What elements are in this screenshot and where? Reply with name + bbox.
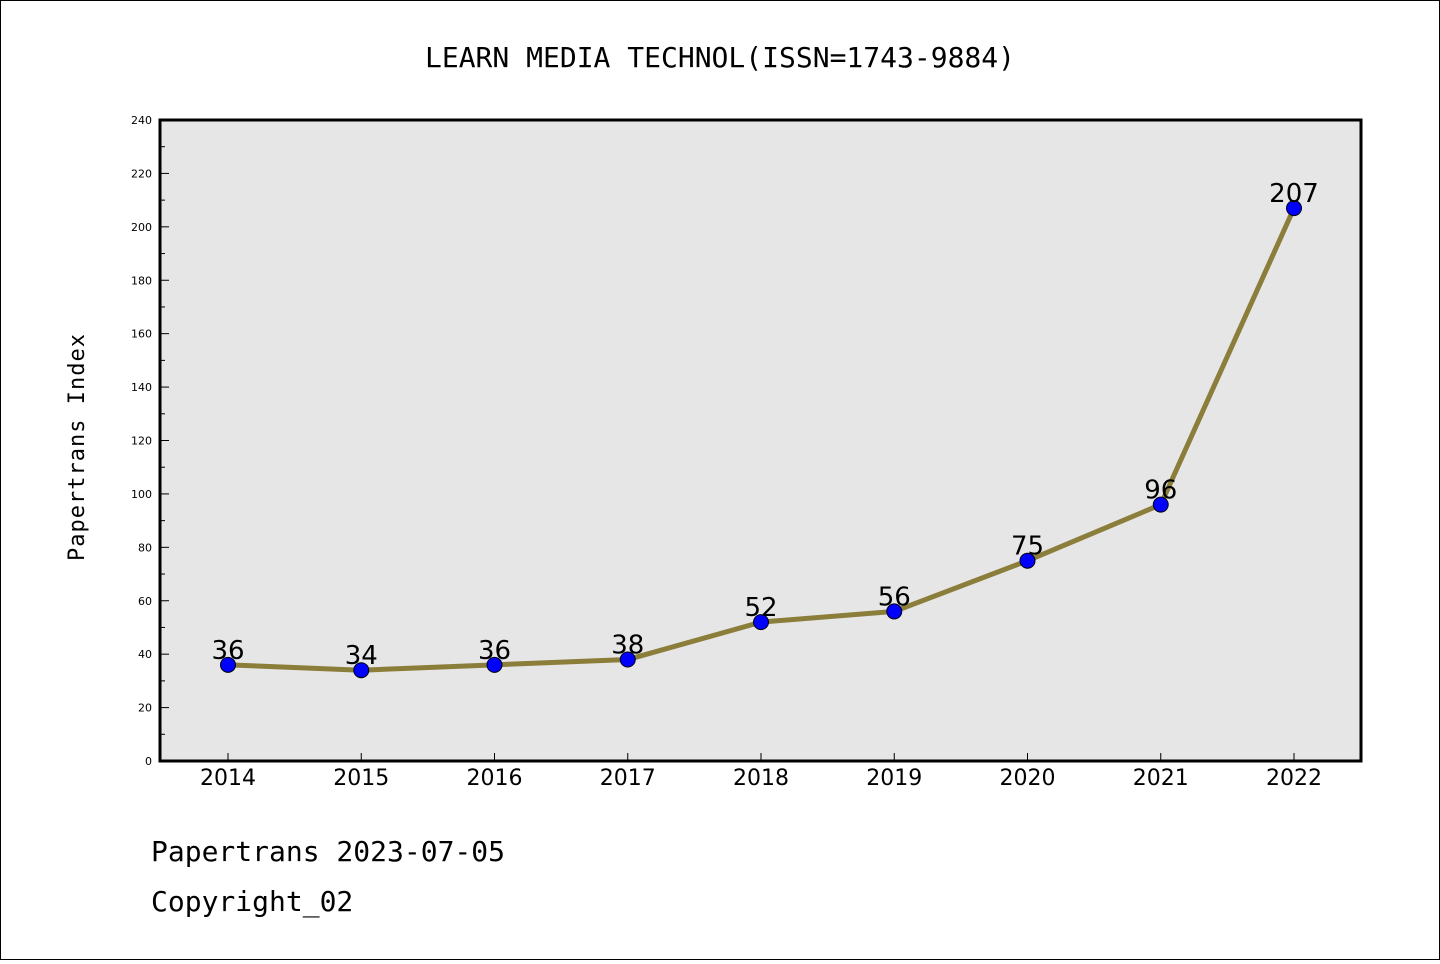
- y-tick-label: 20: [138, 702, 152, 715]
- y-tick-label: 80: [138, 541, 152, 554]
- x-tick-label: 2021: [1133, 766, 1189, 791]
- data-point: [486, 656, 503, 673]
- data-label: 34: [345, 641, 378, 671]
- x-tick-label: 2019: [866, 766, 922, 791]
- data-label: 207: [1269, 179, 1319, 209]
- data-label: 36: [478, 636, 511, 666]
- y-tick-label: 0: [145, 755, 152, 768]
- y-tick-label: 160: [131, 328, 152, 341]
- data-point: [1286, 200, 1302, 217]
- y-axis: 0 20 40 60 80 100 120 140 160 180 200 220 240: [131, 114, 169, 768]
- y-tick-label: 60: [138, 595, 152, 608]
- footer-copyright: Copyright_02: [151, 885, 354, 918]
- x-axis: 2014 2015 2016 2017 2018 2019 2020 2021 2022: [200, 753, 1322, 791]
- x-tick-label: 2020: [1000, 766, 1056, 791]
- y-tick-label: 240: [131, 114, 152, 127]
- y-tick-label: 220: [131, 167, 152, 180]
- data-point: [220, 656, 236, 673]
- y-tick-label: 140: [131, 381, 152, 394]
- data-label: 75: [1011, 532, 1044, 562]
- y-tick-label: 180: [131, 274, 152, 287]
- data-label: 96: [1144, 476, 1177, 506]
- y-tick-label: 120: [131, 435, 152, 448]
- x-tick-label: 2014: [200, 766, 256, 791]
- data-point: [619, 651, 636, 668]
- x-tick-label: 2022: [1266, 766, 1322, 791]
- series-group: [220, 200, 1302, 679]
- chart-title: LEARN MEDIA TECHNOL(ISSN=1743-9884): [425, 41, 1015, 74]
- x-tick-label: 2018: [733, 766, 789, 791]
- footer-date: Papertrans 2023-07-05: [151, 835, 506, 868]
- x-tick-label: 2016: [467, 766, 523, 791]
- data-label: 52: [744, 593, 777, 623]
- data-label: 56: [878, 582, 911, 612]
- x-tick-label: 2015: [333, 766, 389, 791]
- plot-area: [158, 118, 1363, 763]
- data-point: [753, 614, 769, 631]
- data-label: 36: [211, 636, 244, 666]
- y-axis-label: Papertrans Index: [65, 333, 90, 561]
- data-label: 38: [611, 631, 644, 661]
- x-tick-label: 2017: [600, 766, 656, 791]
- y-tick-label: 200: [131, 221, 152, 234]
- data-point: [886, 603, 903, 620]
- data-point: [353, 662, 370, 679]
- data-point: [1019, 552, 1036, 569]
- y-tick-label: 100: [131, 488, 152, 501]
- data-labels: 36 34 36 38 52 56 75 96 207: [211, 179, 1318, 671]
- data-point: [1152, 496, 1169, 513]
- y-tick-label: 40: [138, 648, 152, 661]
